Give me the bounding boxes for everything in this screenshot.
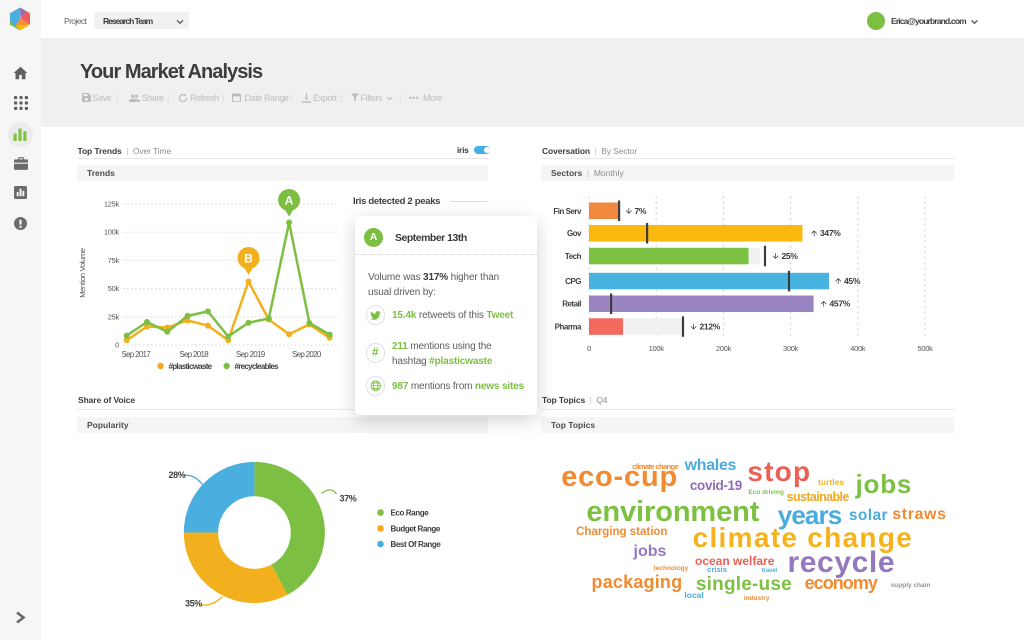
svg-text:Sep 2020: Sep 2020 bbox=[292, 350, 322, 359]
svg-text:Sep 2018: Sep 2018 bbox=[179, 350, 209, 359]
svg-text:Tech: Tech bbox=[565, 252, 582, 261]
svg-text:Budget Range: Budget Range bbox=[391, 525, 441, 534]
svg-text:125k: 125k bbox=[104, 200, 120, 209]
svg-text:25%: 25% bbox=[782, 251, 799, 261]
svg-text:Gov: Gov bbox=[567, 229, 582, 238]
svg-text:25k: 25k bbox=[108, 312, 120, 321]
svg-text:Pharma: Pharma bbox=[555, 323, 582, 332]
svg-text:37%: 37% bbox=[340, 494, 357, 504]
svg-text:Fin Serv: Fin Serv bbox=[553, 207, 582, 216]
svg-text:457%: 457% bbox=[830, 299, 851, 309]
svg-text:28%: 28% bbox=[169, 470, 186, 480]
svg-text:50k: 50k bbox=[108, 284, 120, 293]
svg-text:200k: 200k bbox=[716, 344, 732, 353]
svg-text:Mention Volume: Mention Volume bbox=[78, 248, 87, 298]
svg-text:A: A bbox=[285, 194, 294, 208]
svg-text:#plasticwaste: #plasticwaste bbox=[169, 362, 213, 371]
svg-text:100k: 100k bbox=[649, 344, 665, 353]
svg-text:100k: 100k bbox=[104, 228, 120, 237]
svg-text:Sep 2017: Sep 2017 bbox=[121, 350, 151, 359]
svg-text:CPG: CPG bbox=[565, 277, 581, 286]
svg-text:B: B bbox=[244, 252, 253, 266]
svg-text:500k: 500k bbox=[917, 344, 933, 353]
svg-text:212%: 212% bbox=[700, 322, 721, 332]
svg-text:#recycleables: #recycleables bbox=[235, 362, 280, 371]
svg-text:Sep 2019: Sep 2019 bbox=[236, 350, 266, 359]
svg-text:300k: 300k bbox=[783, 344, 799, 353]
svg-text:45%: 45% bbox=[844, 276, 861, 286]
svg-text:75k: 75k bbox=[108, 256, 120, 265]
svg-text:400k: 400k bbox=[850, 344, 866, 353]
svg-text:0: 0 bbox=[115, 341, 119, 350]
svg-text:347%: 347% bbox=[820, 228, 841, 238]
svg-text:Retail: Retail bbox=[562, 300, 581, 309]
svg-text:35%: 35% bbox=[185, 599, 202, 609]
svg-text:Best Of Range: Best Of Range bbox=[391, 540, 442, 549]
svg-text:0: 0 bbox=[587, 344, 591, 353]
svg-text:7%: 7% bbox=[635, 206, 647, 216]
svg-text:Eco Range: Eco Range bbox=[391, 509, 430, 518]
